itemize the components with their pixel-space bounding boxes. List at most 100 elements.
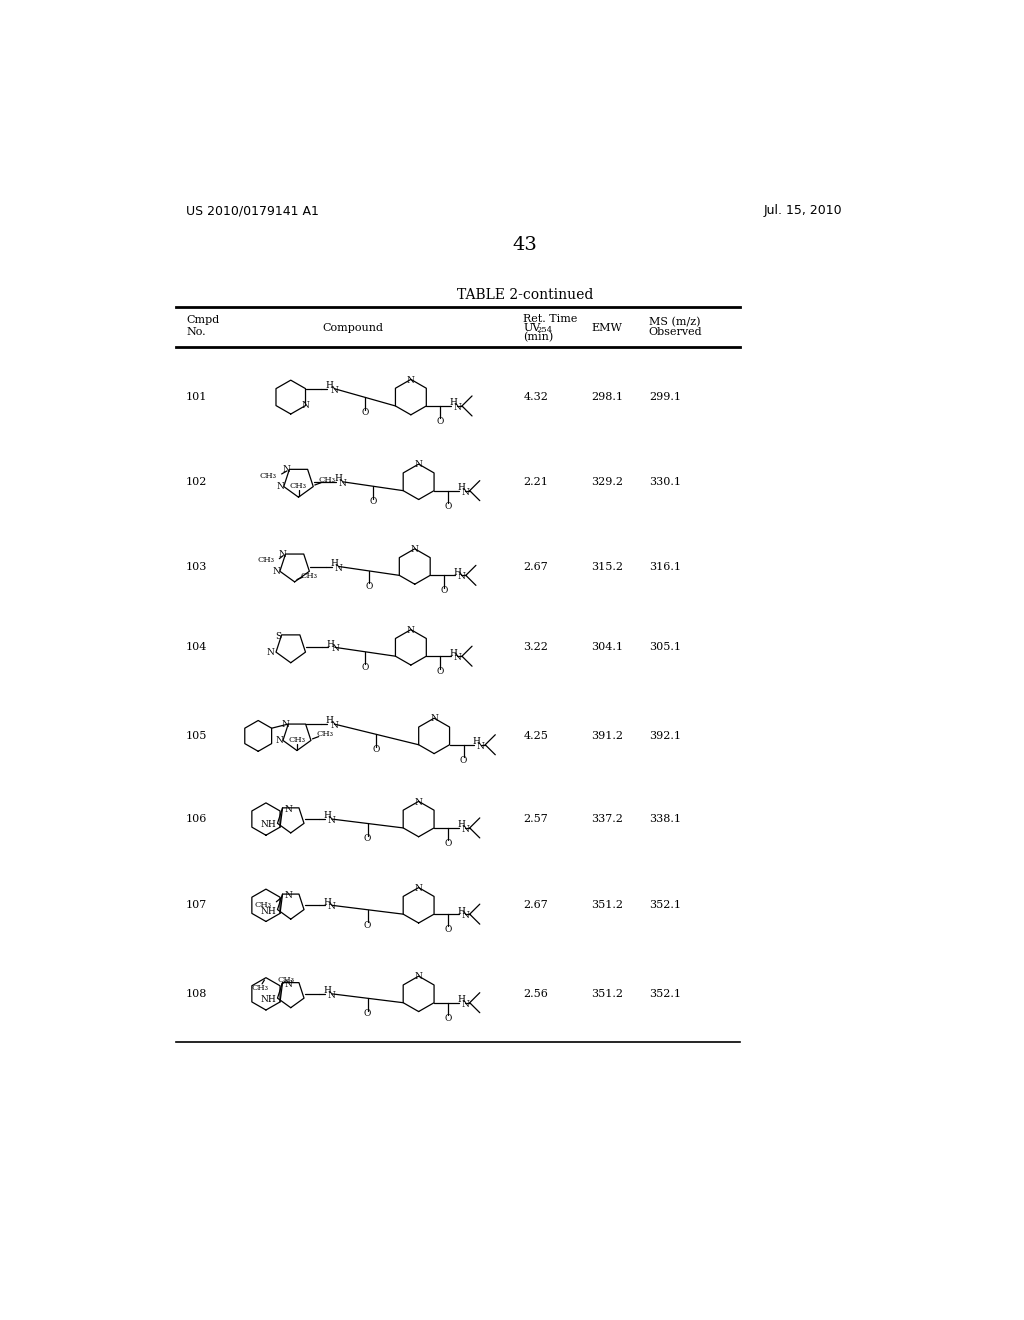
Text: CH₃: CH₃ xyxy=(255,900,271,909)
Text: 254: 254 xyxy=(537,326,553,334)
Text: N: N xyxy=(266,648,274,656)
Text: H: H xyxy=(327,640,334,648)
Text: Compound: Compound xyxy=(323,323,383,333)
Text: No.: No. xyxy=(186,327,206,338)
Text: N: N xyxy=(477,742,484,751)
Text: O: O xyxy=(444,925,452,935)
Text: O: O xyxy=(444,502,452,511)
Text: 2.56: 2.56 xyxy=(523,989,548,999)
Text: O: O xyxy=(364,834,371,843)
Text: O: O xyxy=(364,1010,371,1018)
Text: 4.32: 4.32 xyxy=(523,392,548,403)
Text: N: N xyxy=(272,566,280,576)
Text: N: N xyxy=(302,401,309,411)
Text: 43: 43 xyxy=(512,236,538,253)
Text: N: N xyxy=(284,805,292,814)
Text: 299.1: 299.1 xyxy=(649,392,681,403)
Text: 351.2: 351.2 xyxy=(592,989,624,999)
Text: 352.1: 352.1 xyxy=(649,900,681,911)
Text: O: O xyxy=(361,663,369,672)
Text: N: N xyxy=(275,737,283,744)
Text: 330.1: 330.1 xyxy=(649,477,681,487)
Text: 2.67: 2.67 xyxy=(523,561,548,572)
Text: N: N xyxy=(331,721,338,730)
Text: O: O xyxy=(361,408,369,417)
Text: O: O xyxy=(460,755,467,764)
Text: CH₃: CH₃ xyxy=(251,985,268,993)
Text: 107: 107 xyxy=(186,900,208,911)
Text: 2.57: 2.57 xyxy=(523,814,548,824)
Text: N: N xyxy=(461,487,469,496)
Text: N: N xyxy=(407,376,415,384)
Text: H: H xyxy=(324,812,331,821)
Text: NH: NH xyxy=(260,821,275,829)
Text: CH₃: CH₃ xyxy=(260,471,276,479)
Text: O: O xyxy=(370,498,377,506)
Text: 304.1: 304.1 xyxy=(592,643,624,652)
Text: 2.21: 2.21 xyxy=(523,477,548,487)
Text: 101: 101 xyxy=(186,392,208,403)
Text: 4.25: 4.25 xyxy=(523,731,548,741)
Text: Cmpd: Cmpd xyxy=(186,315,219,325)
Text: CH₃: CH₃ xyxy=(289,735,305,743)
Text: N: N xyxy=(339,479,347,488)
Text: H: H xyxy=(450,399,458,408)
Text: 3.22: 3.22 xyxy=(523,643,548,652)
Text: EMW: EMW xyxy=(592,323,623,333)
Text: N: N xyxy=(454,653,461,663)
Text: H: H xyxy=(458,483,465,492)
Text: N: N xyxy=(284,979,292,989)
Text: NH: NH xyxy=(260,995,275,1005)
Text: CH₃: CH₃ xyxy=(318,477,336,484)
Text: 391.2: 391.2 xyxy=(592,731,624,741)
Text: TABLE 2-continued: TABLE 2-continued xyxy=(457,289,593,302)
Text: N: N xyxy=(415,884,423,892)
Text: N: N xyxy=(328,816,336,825)
Text: 338.1: 338.1 xyxy=(649,814,681,824)
Text: N: N xyxy=(415,973,423,981)
Text: O: O xyxy=(366,582,373,591)
Text: MS (m/z): MS (m/z) xyxy=(649,317,700,327)
Text: 2.67: 2.67 xyxy=(523,900,548,911)
Text: N: N xyxy=(328,991,336,999)
Text: O: O xyxy=(364,920,371,929)
Text: CH₃: CH₃ xyxy=(300,572,317,579)
Text: 108: 108 xyxy=(186,989,208,999)
Text: N: N xyxy=(283,465,290,474)
Text: N: N xyxy=(284,891,292,900)
Text: 316.1: 316.1 xyxy=(649,561,681,572)
Text: H: H xyxy=(473,737,480,746)
Text: 315.2: 315.2 xyxy=(592,561,624,572)
Text: 106: 106 xyxy=(186,814,208,824)
Text: H: H xyxy=(454,568,461,577)
Text: 352.1: 352.1 xyxy=(649,989,681,999)
Text: (min): (min) xyxy=(523,331,554,342)
Text: H: H xyxy=(450,648,458,657)
Text: Observed: Observed xyxy=(649,327,702,338)
Text: 103: 103 xyxy=(186,561,208,572)
Text: 105: 105 xyxy=(186,731,208,741)
Text: CH₃: CH₃ xyxy=(258,556,274,564)
Text: N: N xyxy=(415,461,423,470)
Text: N: N xyxy=(415,797,423,807)
Text: H: H xyxy=(326,381,334,389)
Text: CH₃: CH₃ xyxy=(290,482,307,491)
Text: N: N xyxy=(279,549,287,558)
Text: N: N xyxy=(328,903,336,911)
Text: H: H xyxy=(324,898,331,907)
Text: O: O xyxy=(436,667,444,676)
Text: Ret. Time: Ret. Time xyxy=(523,314,578,323)
Text: NH: NH xyxy=(260,907,275,916)
Text: Jul. 15, 2010: Jul. 15, 2010 xyxy=(764,205,842,218)
Text: H: H xyxy=(458,995,465,1005)
Text: H: H xyxy=(458,820,465,829)
Text: US 2010/0179141 A1: US 2010/0179141 A1 xyxy=(186,205,319,218)
Text: N: N xyxy=(331,385,338,395)
Text: 337.2: 337.2 xyxy=(592,814,624,824)
Text: N: N xyxy=(461,825,469,834)
Text: O: O xyxy=(444,1014,452,1023)
Text: H: H xyxy=(458,907,465,916)
Text: N: N xyxy=(458,573,465,581)
Text: 102: 102 xyxy=(186,477,208,487)
Text: N: N xyxy=(331,644,339,653)
